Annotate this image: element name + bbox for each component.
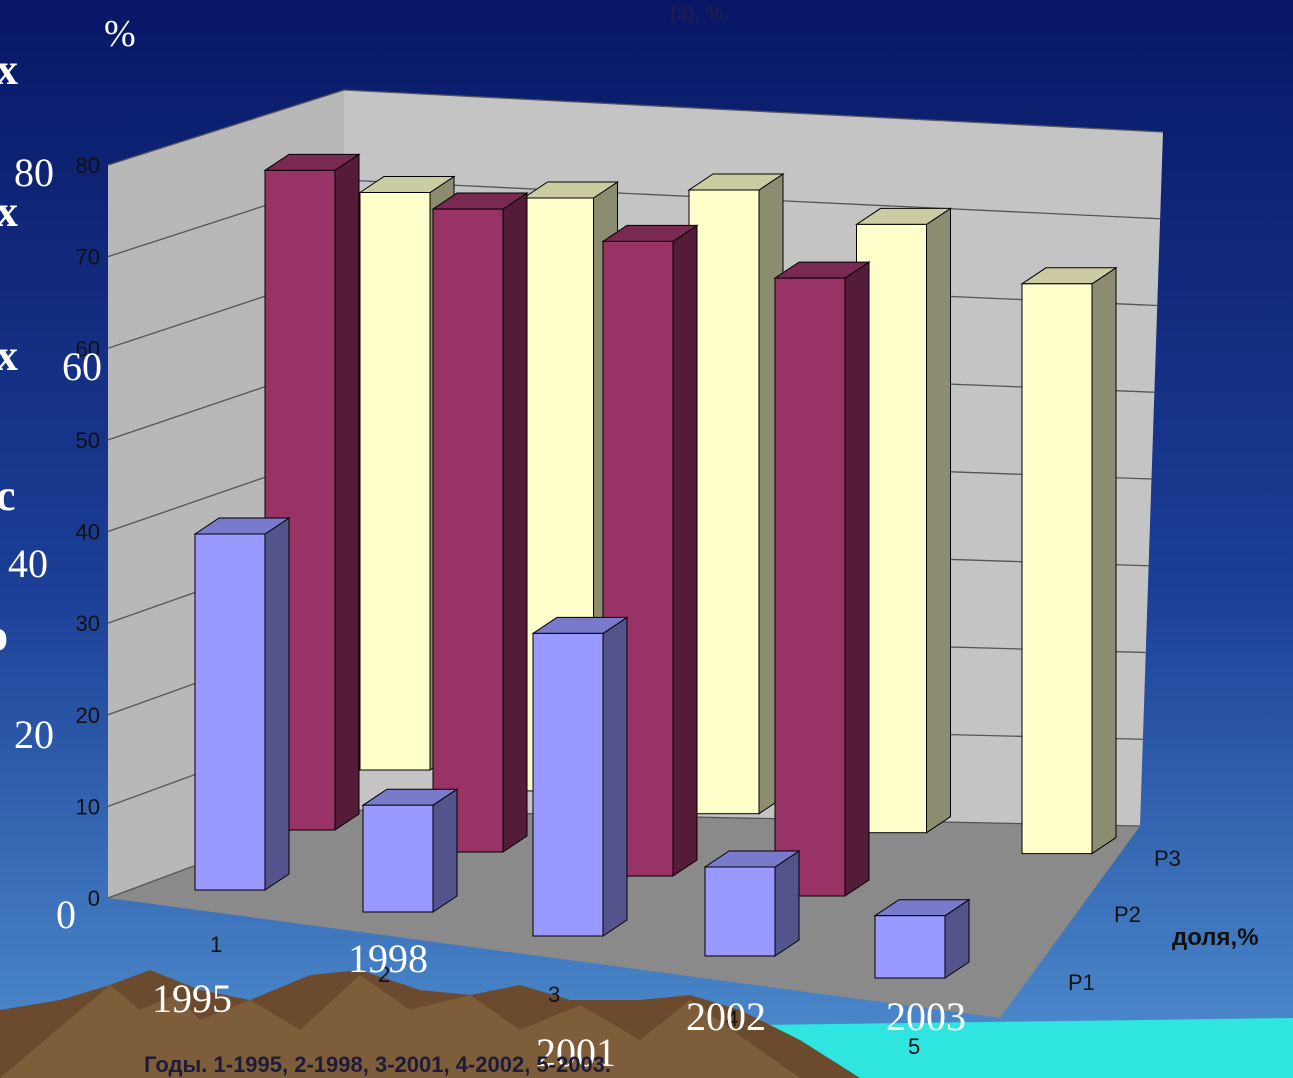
bar-side <box>502 192 528 853</box>
left-axis-ticks: 80 60 40 20 0 <box>8 150 102 937</box>
bar-front <box>359 192 431 771</box>
bar-side <box>774 850 800 957</box>
x-axis-ticks: 1 2 3 4 5 <box>210 932 920 1059</box>
gridline <box>107 89 1164 166</box>
x-tick-label: 3 <box>548 982 560 1007</box>
y-tick-label: 40 <box>76 520 100 545</box>
year-label: 2003 <box>886 994 966 1039</box>
bar <box>431 192 529 853</box>
y-tick-label: 10 <box>76 794 100 819</box>
cut-letter: x <box>0 331 18 380</box>
y-tick-label: 30 <box>76 611 100 636</box>
bar-front <box>688 189 760 815</box>
bar <box>873 898 971 979</box>
year-label: 2001 <box>536 1030 616 1075</box>
y-tick-label: 0 <box>88 886 100 911</box>
bar-side <box>844 261 870 897</box>
title-fragment: (3), %. <box>670 3 729 25</box>
bar <box>1020 266 1118 855</box>
scenery <box>0 970 1293 1078</box>
depth-tick-label: P2 <box>1114 902 1141 927</box>
year-labels: 1995 1998 2001 2002 2003 <box>152 936 966 1075</box>
bar-front <box>1021 283 1093 855</box>
bar-front <box>194 533 266 891</box>
left-tick-label: 20 <box>14 712 54 757</box>
sea-strip <box>700 1018 1293 1078</box>
left-tick-label: 60 <box>62 344 102 389</box>
left-tick-label: 0 <box>56 892 76 937</box>
bar-side <box>1091 266 1117 855</box>
left-tick-label: 80 <box>14 150 54 195</box>
mountain-highlights <box>0 975 800 1078</box>
bar-front <box>432 208 504 853</box>
x-tick-label: 1 <box>210 932 222 957</box>
depth-axis-ticks: P1 P2 P3 <box>1068 846 1181 995</box>
bar <box>687 173 785 815</box>
x-tick-label: 4 <box>726 1006 738 1031</box>
bar-front <box>774 277 846 897</box>
cut-letter: o <box>0 611 8 660</box>
bar-side <box>334 153 360 831</box>
y-tick-label: 50 <box>76 428 100 453</box>
bar-side <box>264 517 290 891</box>
bar-side <box>432 788 458 913</box>
bar <box>703 850 801 957</box>
bar <box>193 517 291 891</box>
bar-series-group <box>193 153 1118 979</box>
bar-front <box>532 632 604 937</box>
y-tick-label: 70 <box>76 245 100 270</box>
cut-letter: x <box>0 187 18 236</box>
bar-side <box>602 616 628 937</box>
bar-side <box>926 207 951 834</box>
y-axis-ticks: 0 10 20 30 40 50 60 70 80 <box>76 153 100 911</box>
left-tick-label: 40 <box>8 541 48 586</box>
depth-axis-caption: доля,% <box>1172 924 1259 951</box>
year-label: 1998 <box>348 936 428 981</box>
bar <box>361 788 459 913</box>
y-tick-label: 80 <box>76 153 100 178</box>
x-tick-label: 5 <box>908 1034 920 1059</box>
bar <box>773 261 871 897</box>
depth-tick-label: P3 <box>1154 846 1181 871</box>
bar <box>531 616 629 937</box>
x-axis-caption: Годы. 1-1995, 2-1998, 3-2001, 4-2002, 5-… <box>144 1052 611 1077</box>
percent-mark: % <box>104 13 136 55</box>
bar <box>854 207 953 834</box>
cut-letter: x <box>0 45 18 94</box>
year-label: 1995 <box>152 976 232 1021</box>
bar-front <box>874 915 946 979</box>
cut-letter: c <box>0 471 16 520</box>
bar-front <box>362 804 434 913</box>
left-cut-letters: x x x c o <box>0 45 18 660</box>
bar-front <box>704 866 776 957</box>
x-tick-label: 2 <box>378 962 390 987</box>
bar-side <box>672 224 698 877</box>
year-label: 2002 <box>686 994 766 1039</box>
y-tick-label: 20 <box>76 703 100 728</box>
y-tick-label: 60 <box>76 336 100 361</box>
depth-tick-label: P1 <box>1068 970 1095 995</box>
